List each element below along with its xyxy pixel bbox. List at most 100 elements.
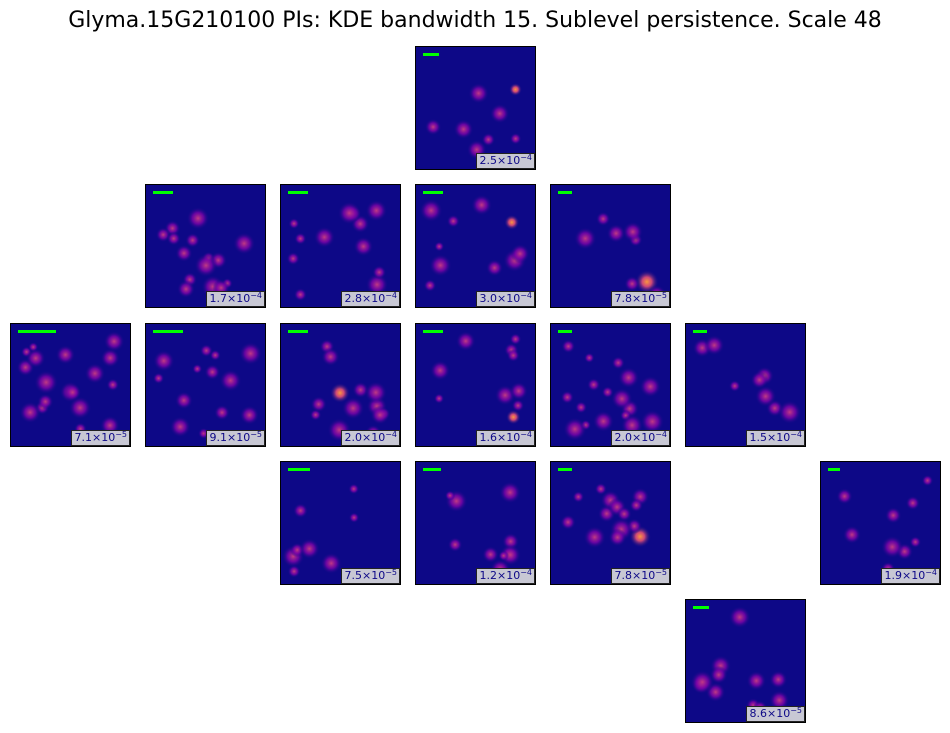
blob — [214, 404, 230, 421]
max-value-label: 1.6×10−4 — [476, 430, 535, 446]
blob — [468, 83, 489, 104]
blob — [509, 381, 528, 401]
mantissa: 1.2×10 — [479, 569, 521, 582]
blob — [175, 391, 193, 410]
max-value-label: 7.8×10−5 — [611, 291, 670, 307]
persistence-image: 7.8×10−5 — [550, 461, 671, 585]
blob — [209, 349, 221, 361]
scale-bar — [423, 330, 443, 333]
blob — [68, 396, 92, 420]
exponent: −4 — [790, 430, 802, 439]
blob — [560, 390, 574, 404]
persistence-image: 1.6×10−4 — [415, 323, 536, 447]
persistence-image: 2.0×10−4 — [550, 323, 671, 447]
blob — [498, 550, 509, 562]
persistence-image: 7.1×10−5 — [10, 323, 131, 447]
mantissa: 2.0×10 — [344, 431, 386, 444]
blob — [728, 606, 751, 629]
blob — [299, 538, 320, 560]
max-value-label: 7.1×10−5 — [71, 430, 130, 446]
blob — [482, 546, 499, 563]
heatmap — [692, 330, 802, 424]
blob — [453, 119, 474, 140]
heatmap — [423, 468, 522, 580]
blob — [286, 251, 300, 266]
blob — [504, 214, 520, 230]
blob — [750, 371, 769, 389]
heatmap — [690, 606, 790, 715]
max-value-label: 2.8×10−4 — [341, 291, 400, 307]
scale-bar — [693, 606, 709, 609]
blob — [204, 364, 221, 380]
blob — [34, 370, 59, 395]
blob — [447, 537, 463, 552]
blob — [594, 482, 607, 496]
heatmap — [558, 191, 667, 304]
blob — [842, 525, 862, 544]
blob — [885, 507, 902, 524]
persistence-image: 2.5×10−4 — [415, 46, 536, 170]
blob — [294, 232, 307, 245]
blob — [769, 670, 788, 689]
blob — [509, 333, 522, 346]
persistence-image: 2.0×10−4 — [280, 323, 401, 447]
scale-bar — [288, 468, 310, 471]
max-value-label: 1.9×10−4 — [881, 568, 940, 584]
exponent: −4 — [250, 291, 262, 300]
max-value-label: 1.7×10−4 — [206, 291, 265, 307]
blob — [595, 211, 611, 227]
blob — [55, 345, 76, 365]
blob — [310, 396, 327, 413]
blob — [709, 665, 728, 684]
mantissa: 2.5×10 — [479, 154, 521, 167]
blob — [563, 417, 587, 441]
scale-bar — [288, 191, 308, 194]
mantissa: 1.5×10 — [749, 431, 791, 444]
blob — [587, 378, 601, 392]
max-value-label: 8.6×10−5 — [746, 706, 805, 722]
blob — [572, 491, 585, 503]
blob — [611, 388, 633, 410]
blob — [321, 347, 340, 366]
mantissa: 2.0×10 — [614, 431, 656, 444]
blob — [592, 410, 614, 432]
blob — [233, 232, 256, 255]
exponent: −4 — [520, 153, 532, 162]
blob — [419, 199, 443, 222]
mantissa: 3.0×10 — [479, 292, 521, 305]
blob — [434, 241, 445, 252]
persistence-image: 1.7×10−4 — [145, 184, 266, 308]
blob — [239, 405, 260, 425]
persistence-image: 7.8×10−5 — [550, 184, 671, 308]
persistence-image: 2.8×10−4 — [280, 184, 401, 308]
blob — [166, 231, 181, 246]
blob — [499, 481, 521, 504]
persistence-image: 8.6×10−5 — [685, 599, 806, 723]
blob — [574, 401, 588, 414]
heatmap — [828, 468, 934, 576]
blob — [624, 276, 640, 292]
blob — [728, 380, 741, 392]
exponent: −4 — [520, 430, 532, 439]
heatmap — [423, 330, 528, 425]
blob — [19, 401, 41, 424]
exponent: −4 — [925, 568, 937, 577]
max-value-label: 9.1×10−5 — [206, 430, 265, 446]
scale-bar — [558, 330, 572, 333]
exponent: −4 — [520, 568, 532, 577]
persistence-image: 9.1×10−5 — [145, 323, 266, 447]
blob — [329, 382, 351, 403]
exponent: −4 — [655, 430, 667, 439]
heatmap — [282, 468, 360, 578]
heatmap — [558, 330, 665, 441]
blob — [455, 331, 476, 351]
heatmap — [558, 468, 652, 549]
blob — [37, 393, 54, 410]
blob — [508, 83, 522, 96]
persistence-image: 1.5×10−4 — [685, 323, 806, 447]
blob — [424, 118, 442, 136]
blob — [293, 503, 308, 519]
persistence-image: 3.0×10−4 — [415, 184, 536, 308]
heatmap — [288, 330, 391, 442]
